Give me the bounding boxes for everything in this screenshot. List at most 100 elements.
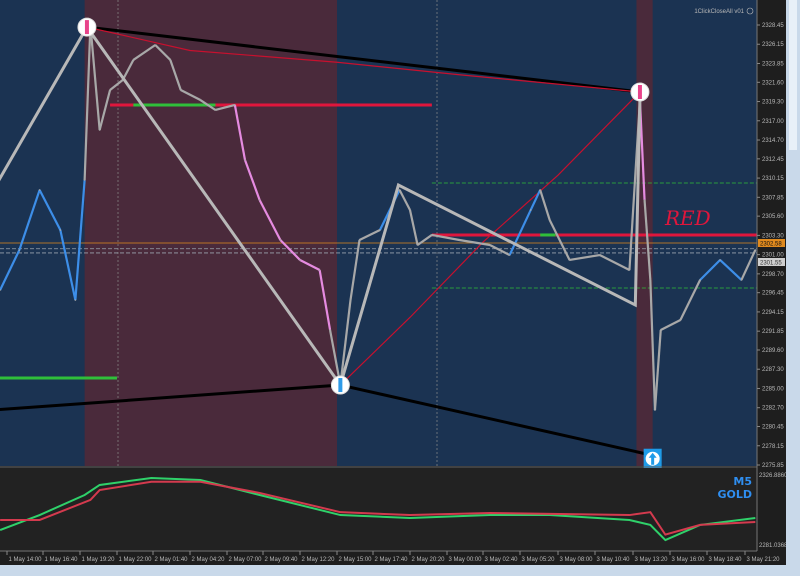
x-tick-label: 2 May 15:00 [339, 557, 373, 563]
y-tick-label: 2301.00 [762, 253, 784, 259]
y-tick-label: 2282.70 [762, 406, 784, 412]
expert-advisor-label[interactable]: 1ClickCloseAll v01 [694, 9, 744, 15]
price-tag-orange: 2302.58 [758, 239, 785, 248]
price-point [489, 244, 491, 246]
sell-arrow-icon [84, 20, 89, 35]
price-segment [243, 159, 261, 201]
price-point [318, 269, 321, 271]
price-segment [109, 79, 124, 91]
price-segment [215, 103, 236, 112]
price-segment [132, 44, 156, 61]
y-tick-label: 2291.85 [762, 329, 784, 335]
session-shade [636, 0, 653, 466]
horizontal-scrollbar[interactable] [0, 565, 800, 576]
price-point [654, 409, 656, 411]
price-point [643, 199, 646, 201]
y-tick-label: 2298.70 [762, 272, 784, 278]
price-segment [154, 44, 172, 61]
price-point [258, 199, 261, 201]
x-tick-label: 2 May 09:40 [265, 557, 299, 563]
x-tick-label: 3 May 18:40 [709, 557, 743, 563]
price-point [699, 279, 701, 281]
info-circle-icon[interactable] [746, 7, 754, 15]
y-tick-label: 2321.60 [762, 80, 784, 86]
price-point [199, 99, 202, 101]
scrollbar-thumb[interactable] [789, 0, 797, 150]
price-point [398, 189, 401, 191]
price-segment [740, 249, 757, 281]
price-point [416, 244, 419, 246]
price-point [754, 249, 757, 251]
y-tick-label: 2285.00 [762, 386, 784, 392]
zigzag-line [0, 24, 642, 389]
x-tick-label: 3 May 16:00 [672, 557, 706, 563]
x-tick-label: 3 May 21:20 [747, 557, 781, 563]
y-tick-label: 2319.30 [762, 100, 784, 106]
timeframe-label: M5 [733, 475, 752, 488]
x-tick-label: 3 May 08:00 [560, 557, 594, 563]
price-point [659, 329, 662, 331]
y-tick-label: 2296.45 [762, 291, 784, 297]
price-segment [59, 229, 77, 301]
price-segment [180, 89, 201, 102]
price-segment [653, 329, 662, 411]
price-segment [279, 239, 301, 261]
price-segment [18, 189, 41, 251]
indicator-line-red [0, 480, 756, 536]
price-point [214, 109, 217, 111]
price-point [299, 259, 301, 261]
price-segment [121, 59, 135, 81]
x-tick-label: 1 May 14:00 [9, 557, 43, 563]
y-tick-label: 2287.30 [762, 367, 784, 373]
price-point [59, 229, 62, 231]
x-tick-label: 3 May 10:40 [597, 557, 631, 563]
y-tick-label: 2310.15 [762, 176, 784, 182]
price-point [83, 179, 86, 181]
price-segment [398, 189, 411, 211]
price-point [529, 209, 532, 211]
price-point [431, 234, 433, 236]
y-tick-label: 2289.60 [762, 348, 784, 354]
x-tick-label: 1 May 19:20 [82, 557, 116, 563]
red-curve [86, 26, 640, 93]
price-segment [169, 59, 182, 91]
price-point [234, 104, 236, 106]
x-tick-label: 1 May 22:00 [119, 557, 153, 563]
price-point [329, 329, 331, 331]
price-point [38, 189, 41, 191]
price-point [649, 279, 652, 281]
x-tick-label: 3 May 00:00 [449, 557, 483, 563]
x-tick-label: 2 May 01:40 [155, 557, 189, 563]
price-tag-gray-text: 2301.55 [760, 261, 782, 267]
price-point [458, 239, 461, 241]
price-point [74, 299, 77, 301]
price-point [568, 259, 571, 261]
price-point [132, 59, 135, 61]
price-point [279, 239, 282, 241]
price-tag-orange-text: 2302.58 [760, 242, 782, 248]
price-segment [599, 254, 630, 271]
price-point [98, 129, 101, 131]
price-segment [318, 269, 332, 331]
sell-arrow-icon [637, 85, 642, 100]
price-segment [508, 209, 532, 256]
price-segment [459, 238, 491, 247]
y-tick-label: 2280.45 [762, 425, 784, 431]
indicator-pane[interactable] [0, 468, 757, 550]
price-point [679, 319, 682, 321]
price-point [409, 209, 411, 211]
price-segment [339, 299, 352, 386]
price-segment [539, 189, 551, 221]
y-tick-label: 2326.15 [762, 42, 784, 48]
price-segment [98, 89, 112, 131]
y-tick-label: 2312.45 [762, 157, 784, 163]
price-segment [643, 199, 652, 281]
y-tick-label: 2294.15 [762, 310, 784, 316]
price-segment [258, 199, 282, 241]
x-tick-label: 3 May 05:20 [522, 557, 556, 563]
price-point [349, 299, 352, 301]
price-point [0, 289, 1, 291]
price-point [508, 254, 511, 256]
price-segment [660, 319, 681, 331]
